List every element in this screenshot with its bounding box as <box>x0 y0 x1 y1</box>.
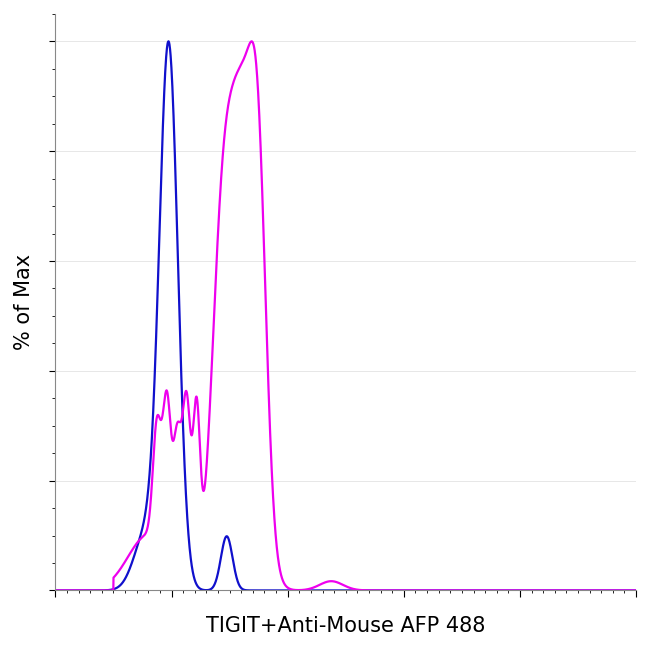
Y-axis label: % of Max: % of Max <box>14 254 34 350</box>
X-axis label: TIGIT+Anti-Mouse AFP 488: TIGIT+Anti-Mouse AFP 488 <box>206 616 486 636</box>
